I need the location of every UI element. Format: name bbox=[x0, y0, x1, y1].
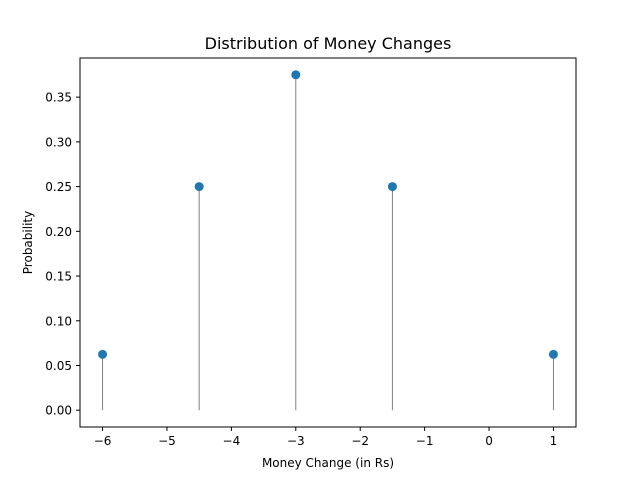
y-tick-label: 0.20 bbox=[45, 225, 72, 239]
stem-marker bbox=[194, 182, 204, 192]
x-tick-label: −2 bbox=[351, 434, 369, 448]
stems-group bbox=[102, 74, 554, 411]
stem-marker bbox=[291, 70, 301, 80]
x-tick-label: −4 bbox=[223, 434, 241, 448]
y-tick-label: 0.30 bbox=[45, 135, 72, 149]
stem-marker bbox=[548, 349, 558, 359]
chart-title: Distribution of Money Changes bbox=[205, 34, 452, 53]
y-tick-label: 0.10 bbox=[45, 314, 72, 328]
x-tick-label: −5 bbox=[158, 434, 176, 448]
y-tick-label: 0.25 bbox=[45, 180, 72, 194]
y-tick-label: 0.35 bbox=[45, 91, 72, 105]
y-tick-label: 0.05 bbox=[45, 359, 72, 373]
stem-marker bbox=[98, 349, 108, 359]
markers-group bbox=[98, 70, 558, 359]
plot-frame bbox=[79, 57, 577, 428]
stem-marker bbox=[387, 182, 397, 192]
y-axis-label: Probability bbox=[21, 211, 35, 274]
x-tick-label: −1 bbox=[416, 434, 434, 448]
y-tick-label: 0.00 bbox=[45, 404, 72, 418]
x-axis-ticks: −6 −5 −4 −3 −2 −1 0 1 bbox=[94, 427, 558, 448]
y-axis-ticks: 0.00 0.05 0.10 0.15 0.20 0.25 0.30 0.35 bbox=[45, 91, 80, 418]
x-tick-label: 0 bbox=[485, 434, 493, 448]
y-tick-label: 0.15 bbox=[45, 270, 72, 284]
x-tick-label: −6 bbox=[94, 434, 112, 448]
x-tick-label: 1 bbox=[550, 434, 558, 448]
x-axis-label: Money Change (in Rs) bbox=[262, 456, 394, 470]
x-tick-label: −3 bbox=[287, 434, 305, 448]
